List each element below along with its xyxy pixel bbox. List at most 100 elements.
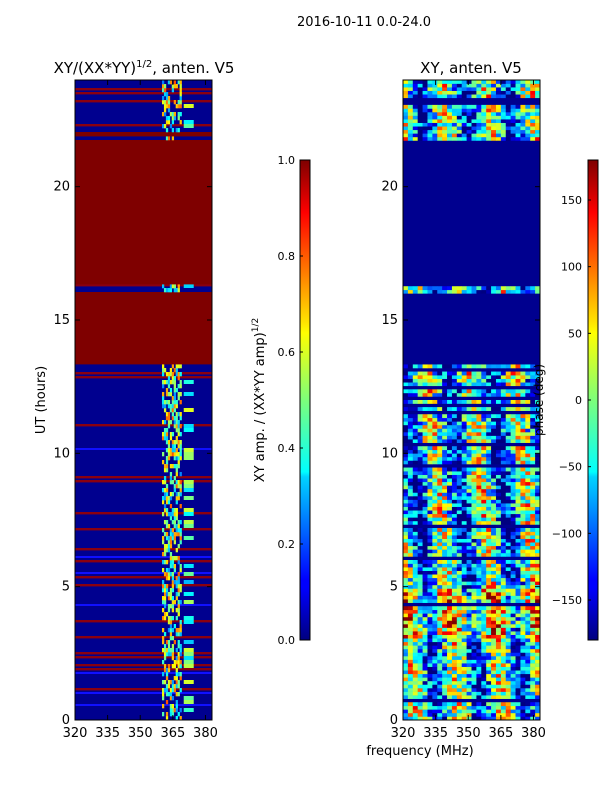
right-heatmap-cell [437, 446, 443, 451]
right-heatmap-cell [447, 424, 453, 429]
right-heatmap-cell [456, 83, 463, 88]
right-heatmap-cell [491, 552, 497, 557]
right-heatmap-cell [422, 552, 428, 557]
right-heatmap-cell [422, 688, 428, 692]
right-heatmap-cell [427, 83, 433, 88]
right-heatmap-cell [500, 289, 507, 294]
right-heatmap-cell [530, 705, 536, 710]
right-heatmap-cell [407, 688, 414, 692]
right-heatmap-cell [407, 83, 414, 88]
right-heatmap-cell [432, 389, 438, 394]
right-heatmap-cell [422, 656, 428, 660]
right-heatmap-cell [451, 133, 458, 138]
right-heatmap-cell [481, 666, 487, 671]
right-heatmap-cell [535, 90, 541, 95]
right-heatmap-cell [471, 94, 477, 99]
right-heatmap-cell [403, 606, 409, 611]
right-heatmap-cell [422, 485, 428, 490]
right-heatmap-cell [432, 613, 438, 618]
right-ytick-label: 20 [381, 180, 398, 195]
right-heatmap-cell [471, 478, 477, 483]
right-heatmap-cell [471, 705, 477, 710]
right-heatmap-cell [471, 375, 477, 379]
right-heatmap-cell [525, 503, 531, 507]
right-heatmap-cell [491, 407, 497, 411]
right-heatmap-cell [412, 609, 418, 614]
right-heatmap-cell [481, 428, 487, 433]
right-heatmap-cell [525, 488, 531, 493]
right-heatmap-cell [535, 613, 541, 618]
left-heatmap-cell [175, 532, 178, 537]
left-heatmap-cell [161, 560, 165, 565]
right-heatmap-cell [437, 94, 443, 99]
right-heatmap-cell [417, 574, 423, 579]
right-heatmap-cell [500, 656, 507, 660]
right-heatmap-cell [495, 449, 502, 454]
right-heatmap-cell [407, 414, 414, 419]
right-heatmap-cell [407, 513, 414, 518]
right-heatmap-cell [451, 517, 458, 522]
right-heatmap-cell [510, 510, 516, 515]
right-heatmap-cell [427, 439, 433, 443]
right-heatmap-cell [510, 496, 516, 500]
right-heatmap-cell [427, 496, 433, 500]
right-heatmap-cell [535, 592, 541, 596]
right-heatmap-cell [520, 449, 526, 454]
right-heatmap-cell [491, 481, 497, 486]
left-heatmap-cell [163, 600, 167, 605]
right-heatmap-cell [427, 560, 433, 564]
right-heatmap-cell [403, 449, 409, 454]
left-heatmap-cell [179, 364, 182, 369]
left-heatmap-cell [169, 544, 173, 549]
right-heatmap-cell [520, 584, 526, 589]
right-heatmap-cell [520, 90, 526, 95]
right-heatmap-cell [427, 492, 433, 497]
right-heatmap-cell [427, 549, 433, 554]
right-heatmap-cell [476, 108, 482, 113]
left-heatmap-cell [161, 488, 165, 493]
right-heatmap-cell [461, 535, 467, 539]
right-heatmap-cell [407, 592, 414, 596]
right-heatmap-cell [432, 481, 438, 486]
right-heatmap-cell [432, 680, 438, 685]
right-heatmap-cell [481, 389, 487, 394]
left-heatmap-cell [167, 392, 171, 397]
right-heatmap-cell [471, 520, 477, 525]
left-heatmap-cell [175, 632, 178, 637]
right-heatmap-cell [412, 375, 418, 379]
right-heatmap-cell [466, 624, 472, 628]
right-heatmap-cell [495, 136, 502, 141]
left-heatmap-cell [179, 472, 182, 477]
right-heatmap-cell [461, 87, 467, 91]
right-heatmap-cell [520, 289, 526, 294]
right-heatmap-cell [525, 709, 531, 714]
right-heatmap-cell [495, 563, 502, 568]
right-heatmap-cell [525, 378, 531, 383]
right-heatmap-cell [471, 492, 477, 497]
right-heatmap-cell [422, 129, 428, 134]
left-heatmap-cell [165, 652, 169, 657]
right-heatmap-cell [447, 392, 453, 397]
right-heatmap-cell [495, 620, 502, 625]
right-heatmap-cell [530, 136, 536, 141]
right-heatmap-cell [515, 563, 521, 568]
right-heatmap-cell [471, 289, 477, 294]
right-heatmap-cell [422, 136, 428, 141]
right-heatmap-cell [535, 80, 541, 84]
left-heatmap-cell [165, 440, 169, 445]
right-heatmap-cell [466, 424, 472, 429]
right-heatmap-cell [505, 702, 511, 707]
left-heatmap-cell [171, 284, 175, 289]
right-heatmap-cell [486, 563, 492, 568]
right-heatmap-cell [466, 90, 472, 95]
right-heatmap-cell [451, 709, 458, 714]
right-heatmap-cell [456, 471, 463, 475]
left-heatmap-cell [177, 452, 180, 457]
right-heatmap-cell [427, 712, 433, 717]
right-heatmap-cell [403, 485, 409, 490]
right-heatmap-cell [437, 478, 443, 483]
left-heatmap-cell [165, 684, 169, 689]
right-heatmap-cell [447, 599, 453, 603]
right-heatmap-cell [515, 616, 521, 621]
right-heatmap-cell [481, 613, 487, 618]
